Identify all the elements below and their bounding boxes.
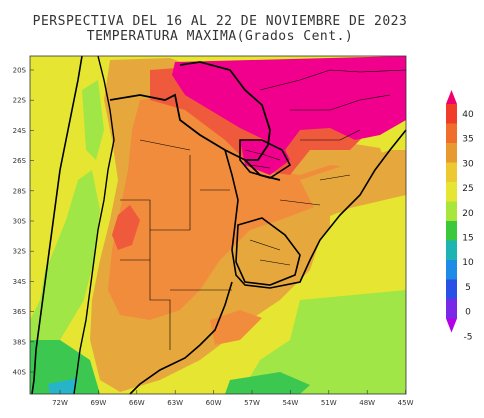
internal-borders (120, 69, 407, 350)
colorbar-segment-10 (446, 299, 457, 319)
map-field (30, 56, 406, 394)
colorbar-segment-3 (446, 162, 457, 182)
colorbar-segment-0 (446, 104, 457, 124)
colorbar-label-0: 0 (465, 308, 471, 318)
zone-30-35 (108, 95, 360, 320)
south-america-coast (31, 55, 83, 395)
colorbar-label-15: 15 (462, 234, 473, 244)
colorbar-label-10: 10 (462, 258, 474, 268)
paraguay-border (179, 61, 271, 161)
zone-pacific (30, 56, 80, 320)
lon-label-57W: 57W (244, 399, 260, 407)
colorbar-label-40: 40 (462, 110, 474, 120)
zone-40-plus (172, 56, 406, 150)
zone-15-20-andes (30, 170, 100, 394)
lat-label-30S: 30S (13, 218, 27, 226)
colorbar-segment-7 (446, 240, 457, 260)
colorbar-segment-6 (446, 221, 457, 241)
zone-15-20-southeast (240, 290, 406, 394)
colorbar-top-arrow (446, 90, 457, 104)
lat-label-34S: 34S (13, 278, 27, 286)
zone-10-15 (30, 340, 100, 394)
lat-label-38S: 38S (13, 338, 27, 346)
lon-label-72W: 72W (52, 399, 68, 407)
map-subtitle: TEMPERATURA MAXIMA(Grados Cent.) (86, 29, 354, 44)
colorbar-label-30: 30 (462, 159, 474, 169)
zone-35-40-west (112, 205, 140, 250)
lon-label-54W: 54W (282, 399, 298, 407)
colorbar-bottom-arrow (446, 318, 457, 333)
boundaries (31, 55, 407, 395)
lat-label-24S: 24S (13, 127, 27, 135)
colorbar-label--5: -5 (464, 332, 473, 342)
lat-label-26S: 26S (13, 157, 27, 165)
colorbar-label-20: 20 (462, 209, 474, 219)
lon-label-69W: 69W (90, 399, 106, 407)
brazil-border-1 (239, 139, 292, 179)
lon-label-60W: 60W (206, 399, 222, 407)
zone-10-15-ocean (225, 372, 310, 394)
uruguay (235, 217, 301, 286)
map-title: PERSPECTIVA DEL 16 AL 22 DE NOVIEMBRE DE… (32, 14, 408, 29)
lat-label-22S: 22S (13, 97, 27, 105)
andes-border (73, 55, 115, 395)
colorbar-segment-2 (446, 143, 457, 163)
bolivia-border (109, 93, 281, 181)
zone-30-35-south (210, 310, 262, 345)
lon-label-63W: 63W (167, 399, 183, 407)
colorbar-segment-5 (446, 201, 457, 221)
lon-label-45W: 45W (398, 399, 414, 407)
latitude-ticks: 20S 22S 24S 26S 28S 30S 32S 34S 36S 38S 40S (13, 67, 34, 377)
colorbar-segment-8 (446, 260, 457, 280)
lon-label-48W: 48W (359, 399, 375, 407)
lon-label-66W: 66W (129, 399, 145, 407)
map-frame (29, 55, 407, 395)
colorbar-label-5: 5 (465, 283, 471, 293)
lat-label-32S: 32S (13, 248, 27, 256)
zone-5-10 (48, 378, 78, 394)
lat-label-36S: 36S (13, 308, 27, 316)
zone-25-30-coast (300, 150, 406, 220)
colorbar-segment-1 (446, 123, 457, 143)
colorbar-label-35: 35 (462, 135, 473, 145)
longitude-ticks: 72W 69W 66W 63W 60W 57W 54W 51W 48W 45W (52, 390, 414, 407)
colorbar-segment-9 (446, 279, 457, 299)
colorbar: 40 35 30 25 20 15 10 5 0 -5 (446, 90, 474, 342)
colorbar-label-25: 25 (462, 184, 473, 194)
colorbar-segment-4 (446, 182, 457, 202)
zone-10-15-andes-north (82, 80, 104, 160)
river-plate-coast (129, 281, 233, 395)
lat-label-40S: 40S (13, 369, 27, 377)
argentina-ne-border (224, 129, 407, 289)
lon-label-51W: 51W (321, 399, 337, 407)
lat-label-20S: 20S (13, 67, 27, 75)
lat-label-28S: 28S (13, 187, 27, 195)
